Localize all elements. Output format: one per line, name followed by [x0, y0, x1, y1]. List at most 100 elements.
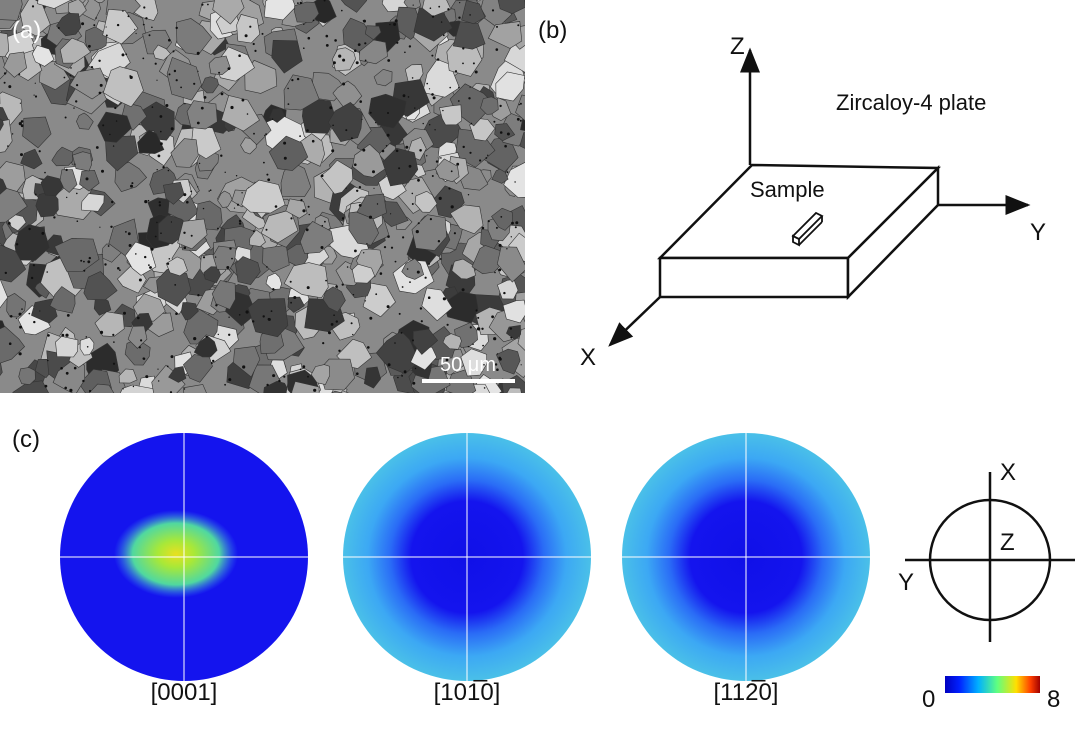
precipitate [236, 203, 240, 206]
precipitate [85, 336, 88, 338]
grain [54, 237, 100, 272]
precipitate [491, 315, 494, 319]
precipitate [154, 235, 157, 238]
precipitate [496, 368, 499, 372]
precipitate [287, 87, 289, 90]
precipitate [180, 86, 183, 89]
precipitate [407, 96, 410, 98]
colorbar [945, 676, 1040, 693]
precipitate [34, 82, 36, 84]
grain [452, 21, 486, 50]
precipitate [483, 387, 486, 389]
precipitate [143, 6, 146, 9]
precipitate [445, 358, 449, 362]
precipitate [426, 155, 428, 157]
precipitate [263, 161, 265, 164]
precipitate [174, 284, 177, 286]
precipitate [140, 339, 143, 342]
precipitate [168, 73, 171, 76]
pole-figure-label: [0001] [151, 679, 218, 706]
precipitate [109, 133, 111, 136]
precipitate [367, 346, 370, 349]
grain [55, 335, 79, 358]
precipitate [249, 25, 252, 28]
precipitate [469, 326, 472, 329]
colorbar-min: 0 [922, 686, 935, 713]
precipitate [469, 14, 471, 16]
precipitate [415, 230, 419, 234]
precipitate [414, 367, 417, 370]
precipitate [193, 337, 197, 341]
precipitate [112, 362, 116, 365]
precipitate [226, 266, 230, 269]
precipitate [186, 200, 189, 204]
precipitate [113, 341, 115, 343]
grain [268, 135, 309, 171]
precipitate [85, 177, 89, 181]
precipitate [332, 124, 334, 127]
grain [413, 7, 453, 42]
precipitate [203, 96, 207, 99]
precipitate [38, 150, 41, 153]
grain [156, 269, 192, 307]
precipitate [401, 375, 403, 377]
precipitate [459, 1, 461, 4]
precipitate [299, 368, 302, 371]
grain [471, 245, 506, 275]
precipitate [197, 186, 199, 188]
precipitate [145, 375, 149, 379]
grain [382, 147, 419, 187]
precipitate [11, 133, 14, 135]
precipitate [233, 207, 236, 209]
precipitate [267, 178, 271, 182]
grain [0, 278, 9, 309]
precipitate [8, 342, 12, 346]
precipitate [210, 362, 213, 364]
precipitate [302, 209, 306, 213]
precipitate [131, 182, 134, 185]
precipitate [428, 263, 431, 265]
grain [247, 298, 289, 338]
precipitate [229, 247, 232, 250]
precipitate [235, 175, 238, 177]
precipitate [419, 149, 422, 152]
grain [37, 0, 72, 9]
grain [97, 111, 132, 143]
precipitate [262, 315, 265, 318]
precipitate [450, 170, 453, 173]
precipitate [41, 231, 45, 235]
precipitate [357, 43, 361, 46]
grain [79, 169, 100, 192]
precipitate [429, 218, 432, 221]
precipitate [202, 256, 206, 259]
precipitate [323, 0, 326, 2]
precipitate [462, 47, 465, 50]
precipitate [217, 333, 219, 336]
grain [59, 37, 92, 64]
precipitate [457, 100, 460, 102]
precipitate [396, 41, 399, 44]
sample-label: Sample [750, 177, 825, 202]
grain [22, 116, 52, 149]
precipitate [338, 54, 342, 58]
precipitate [450, 205, 454, 209]
precipitate [431, 15, 435, 18]
grain [35, 191, 59, 218]
precipitate [422, 122, 424, 125]
precipitate [312, 19, 315, 22]
precipitate [495, 48, 499, 51]
grain [487, 21, 523, 49]
precipitate [307, 205, 310, 208]
precipitate [496, 25, 498, 28]
precipitate [358, 186, 362, 189]
precipitate [112, 333, 115, 336]
precipitate [227, 67, 231, 70]
grain [412, 328, 439, 355]
precipitate [116, 23, 120, 27]
precipitate [472, 62, 475, 65]
precipitate [462, 62, 464, 65]
precipitate [404, 51, 406, 54]
precipitate [105, 26, 107, 28]
reference-label: Z [1000, 529, 1015, 556]
grain [94, 311, 125, 337]
